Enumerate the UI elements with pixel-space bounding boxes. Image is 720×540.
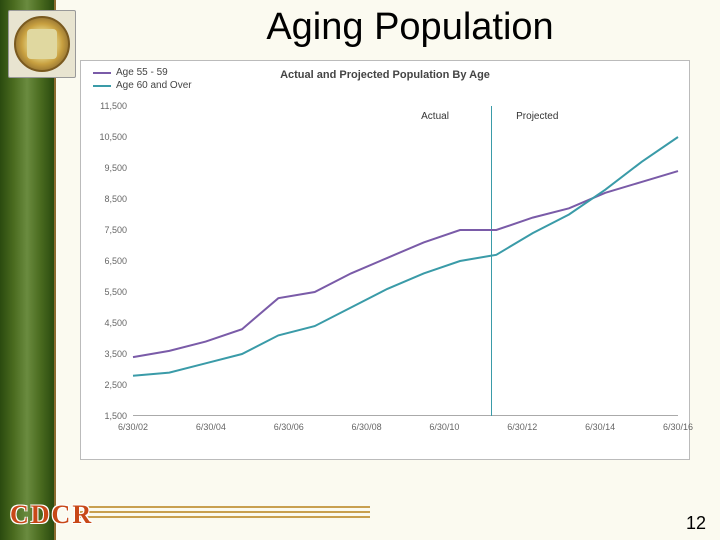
x-tick-label: 6/30/04: [181, 422, 241, 432]
plot-area: Actual Projected 1,5002,5003,5004,5005,5…: [133, 106, 678, 416]
y-tick-label: 11,500: [87, 101, 127, 111]
y-tick-label: 10,500: [87, 132, 127, 142]
legend-label-1: Age 60 and Over: [116, 80, 192, 91]
legend-swatch-0: [93, 72, 111, 74]
y-tick-label: 1,500: [87, 411, 127, 421]
legend-swatch-1: [93, 85, 111, 87]
x-tick-label: 6/30/10: [414, 422, 474, 432]
legend-item-0: Age 55 - 59: [93, 67, 192, 78]
x-tick-label: 6/30/14: [570, 422, 630, 432]
legend-item-1: Age 60 and Over: [93, 80, 192, 91]
y-tick-label: 2,500: [87, 380, 127, 390]
y-tick-label: 5,500: [87, 287, 127, 297]
y-tick-label: 4,500: [87, 318, 127, 328]
y-tick-label: 3,500: [87, 349, 127, 359]
footer-logo-text: CDCR: [10, 500, 93, 530]
y-tick-label: 9,500: [87, 163, 127, 173]
x-tick-label: 6/30/02: [103, 422, 163, 432]
chart-legend: Age 55 - 59 Age 60 and Over: [93, 67, 192, 93]
chart-lines-svg: [133, 106, 678, 416]
chart-container: Actual and Projected Population By Age A…: [80, 60, 690, 460]
legend-label-0: Age 55 - 59: [116, 67, 168, 78]
agency-seal: [8, 10, 76, 78]
x-tick-label: 6/30/16: [648, 422, 708, 432]
x-tick-label: 6/30/12: [492, 422, 552, 432]
series-line: [133, 171, 678, 357]
x-tick-label: 6/30/06: [259, 422, 319, 432]
y-tick-label: 8,500: [87, 194, 127, 204]
footer-decor-bars: [80, 506, 370, 516]
slide-title: Aging Population: [130, 6, 690, 49]
page-number: 12: [686, 513, 706, 534]
x-tick-label: 6/30/08: [337, 422, 397, 432]
sidebar-stripe: [0, 0, 56, 540]
y-tick-label: 7,500: [87, 225, 127, 235]
series-line: [133, 137, 678, 376]
y-tick-label: 6,500: [87, 256, 127, 266]
